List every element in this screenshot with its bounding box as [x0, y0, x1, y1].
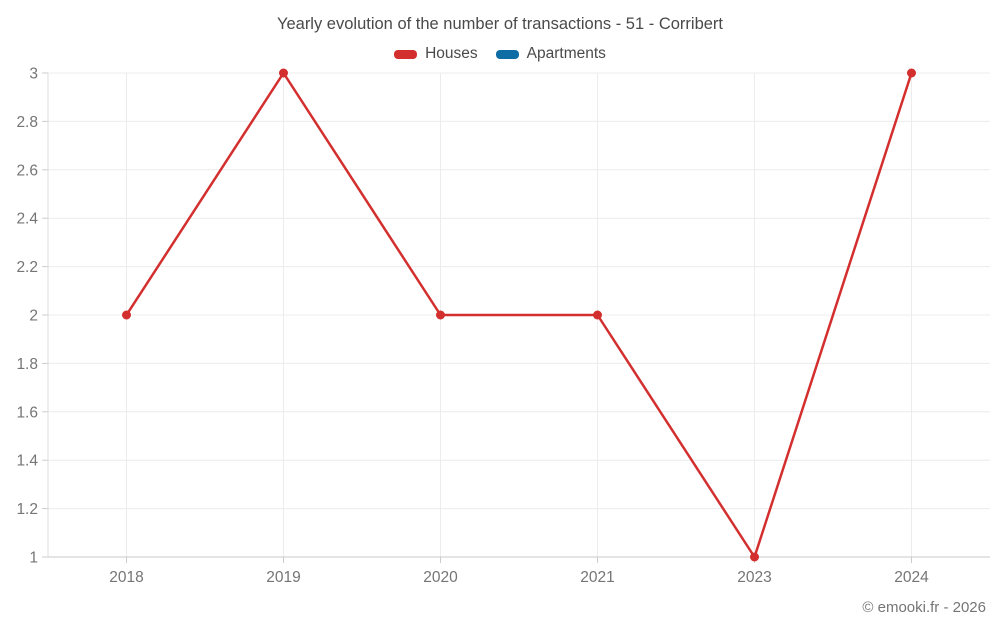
apartments-series-swatch-icon: [495, 49, 519, 59]
y-tick-label: 2.8: [16, 114, 38, 131]
y-tick-label: 2.4: [16, 211, 38, 228]
data-point-marker-houses[interactable]: [122, 310, 131, 320]
y-tick-label: 2.2: [16, 259, 38, 276]
data-point-marker-houses[interactable]: [907, 68, 916, 78]
data-point-marker-houses[interactable]: [750, 552, 759, 562]
houses-series-swatch-icon: [394, 49, 418, 59]
chart-title: Yearly evolution of the number of transa…: [276, 15, 724, 33]
series-layer: [122, 68, 916, 562]
y-tick-label: 1.2: [16, 501, 38, 518]
data-point-marker-houses[interactable]: [436, 310, 445, 320]
axes: [42, 72, 990, 563]
y-tick-label: 1.8: [16, 356, 38, 373]
data-point-marker-houses[interactable]: [279, 68, 288, 78]
x-tick-label: 2019: [266, 569, 300, 586]
x-tick-label: 2018: [109, 569, 143, 586]
x-tick-label: 2021: [580, 569, 614, 586]
data-point-marker-houses[interactable]: [593, 310, 602, 320]
legend-item-apartments[interactable]: Apartments: [495, 45, 606, 63]
y-tick-label: 2.6: [16, 162, 38, 179]
legend-label-apartments: Apartments: [526, 45, 606, 62]
tick-labels: 1 1.2 1.4 1.6 1.8 2 2.2 2.4 2.6 2.8 3 2018 2019 2020 2…: [16, 66, 929, 587]
legend-item-houses[interactable]: Houses: [394, 45, 478, 63]
y-tick-label: 1: [29, 550, 38, 567]
y-tick-label: 1.6: [16, 404, 38, 421]
y-tick-label: 1.4: [16, 453, 38, 470]
x-tick-label: 2023: [737, 569, 771, 586]
y-tick-label: 2: [29, 308, 38, 325]
x-tick-label: 2024: [894, 569, 929, 586]
copyright-text: © emooki.fr - 2026: [862, 599, 986, 616]
x-tick-label: 2020: [423, 569, 458, 586]
legend-label-houses: Houses: [425, 45, 478, 62]
y-tick-label: 3: [29, 66, 38, 83]
legend: Houses Apartments: [0, 45, 1000, 63]
series-line-houses: [125, 71, 913, 559]
